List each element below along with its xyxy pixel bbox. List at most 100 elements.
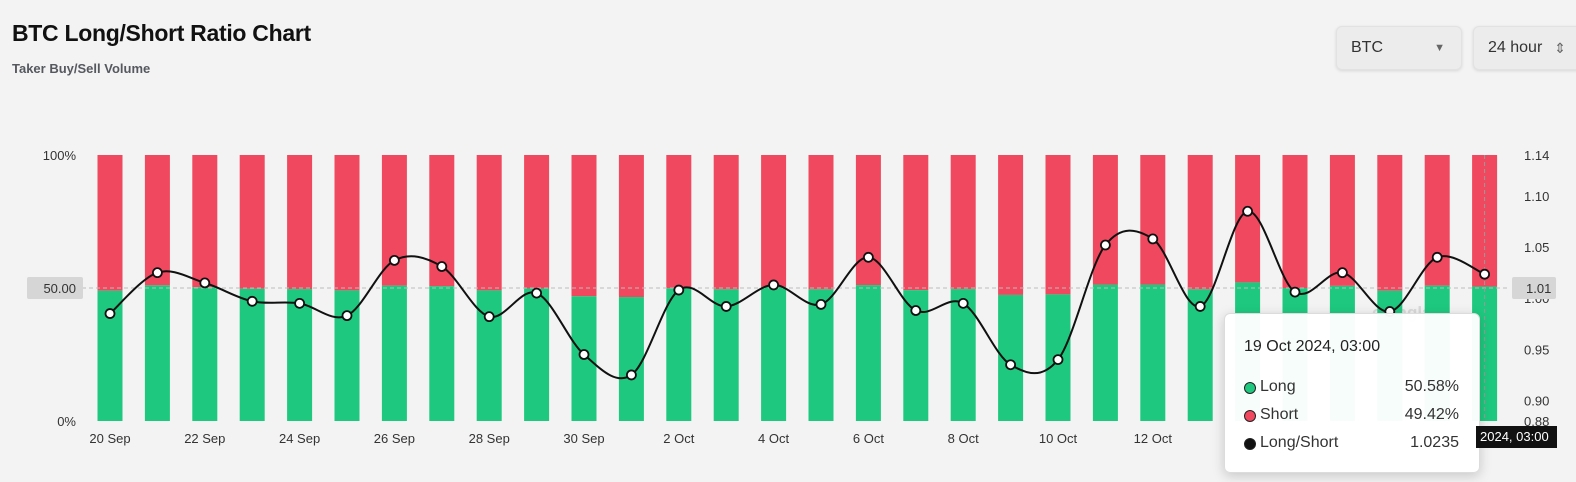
x-tick-label: 20 Sep xyxy=(89,431,130,446)
chart-tooltip: 19 Oct 2024, 03:00 Long 50.58% Short 49.… xyxy=(1224,313,1480,473)
long-bar xyxy=(808,289,834,421)
ratio-point xyxy=(578,349,590,360)
y-left-tick-label: 0% xyxy=(57,414,76,429)
up-down-chevron-icon: ⇕ xyxy=(1554,40,1566,56)
ratio-point xyxy=(1289,286,1301,298)
tooltip-ratio-value: 1.0235 xyxy=(1410,434,1459,451)
short-bar xyxy=(1329,155,1355,286)
ratio-point xyxy=(436,261,448,272)
ratio-point xyxy=(388,254,400,266)
long-bar xyxy=(618,297,644,421)
short-bar xyxy=(1187,155,1213,290)
ratio-point xyxy=(151,267,163,279)
ratio-point xyxy=(104,308,116,319)
short-bar xyxy=(571,155,597,297)
short-bar xyxy=(1092,155,1118,285)
tooltip-row-long: Long 50.58% xyxy=(1244,378,1459,400)
tooltip-date: 19 Oct 2024, 03:00 xyxy=(1244,338,1381,355)
short-bar xyxy=(144,155,170,286)
interval-select-value: 24 hour xyxy=(1488,39,1543,56)
short-bar xyxy=(287,155,313,290)
x-tick-label: 2 Oct xyxy=(663,431,694,446)
y-right-tick-label: 0.90 xyxy=(1524,394,1549,409)
long-bar xyxy=(761,286,787,421)
y-left-tick-label: 50.00 xyxy=(43,281,76,296)
long-bar xyxy=(381,285,407,421)
right-crosshair-value: 1.01 xyxy=(1526,281,1551,296)
tooltip-short-value: 49.42% xyxy=(1404,406,1459,423)
long-bar xyxy=(524,288,550,421)
ratio-point xyxy=(957,297,969,309)
short-bar xyxy=(808,155,834,290)
ratio-point xyxy=(1100,239,1111,251)
y-right-tick-label: 0.95 xyxy=(1524,342,1549,357)
short-bar xyxy=(524,155,550,289)
x-tick-label: 28 Sep xyxy=(469,431,510,446)
page-subtitle: Taker Buy/Sell Volume xyxy=(12,61,151,76)
ratio-point xyxy=(1242,205,1253,217)
long-bar xyxy=(144,285,170,421)
ratio-point xyxy=(768,279,779,291)
tooltip-row-short: Short 49.42% xyxy=(1244,406,1459,428)
ratio-point xyxy=(341,310,353,322)
x-tick-label: 26 Sep xyxy=(374,431,415,446)
short-bar xyxy=(1045,155,1071,295)
ratio-legend-dot-icon xyxy=(1244,438,1256,450)
caret-down-icon: ▼ xyxy=(1434,42,1445,54)
ratio-point xyxy=(246,295,258,307)
short-bar xyxy=(381,155,407,286)
short-bar xyxy=(618,155,644,298)
short-bar xyxy=(239,155,265,289)
short-bar xyxy=(713,155,739,290)
tooltip-short-label: Short xyxy=(1260,406,1299,423)
long-bar xyxy=(239,288,265,421)
ratio-point xyxy=(626,369,637,381)
x-tick-label: 22 Sep xyxy=(184,431,225,446)
short-bar xyxy=(855,155,881,286)
left-crosshair-badge xyxy=(27,277,83,299)
ratio-point xyxy=(1005,359,1016,371)
long-bar xyxy=(287,289,313,421)
tooltip-ratio-label: Long/Short xyxy=(1260,434,1339,451)
ratio-point xyxy=(720,301,732,312)
short-legend-dot-icon xyxy=(1244,410,1256,422)
long-bar xyxy=(192,287,218,421)
y-right-tick-label: 0.88 xyxy=(1524,414,1549,429)
ratio-point xyxy=(483,311,495,323)
long-bar xyxy=(855,285,881,421)
short-bar xyxy=(903,155,929,291)
coin-select[interactable]: BTC ▼ xyxy=(1336,26,1462,70)
short-bar xyxy=(1282,155,1308,288)
tooltip-long-label: Long xyxy=(1260,378,1296,395)
y-right-tick-label: 1.10 xyxy=(1524,189,1549,204)
long-bar xyxy=(429,286,455,421)
ratio-point xyxy=(815,298,827,310)
x-tick-label: 30 Sep xyxy=(563,431,604,446)
short-bar xyxy=(1424,155,1450,286)
long-legend-dot-icon xyxy=(1244,382,1256,394)
short-bar xyxy=(1377,155,1403,291)
long-bar xyxy=(666,288,692,421)
x-tick-label: 8 Oct xyxy=(948,431,979,446)
ratio-point xyxy=(1337,267,1348,279)
crosshair-time-label: 2024, 03:00 xyxy=(1476,426,1557,448)
short-bar xyxy=(998,155,1024,295)
x-tick-label: 6 Oct xyxy=(853,431,884,446)
x-tick-label: 4 Oct xyxy=(758,431,789,446)
short-bar xyxy=(950,155,976,290)
y-right-tick-label: 1.05 xyxy=(1524,240,1549,255)
long-bar xyxy=(1140,284,1166,421)
y-right-tick-label: 1.14 xyxy=(1524,148,1549,163)
ratio-point xyxy=(294,297,306,309)
tooltip-long-value: 50.58% xyxy=(1404,378,1459,395)
short-bar xyxy=(334,155,360,291)
page-title: BTC Long/Short Ratio Chart xyxy=(12,20,311,46)
right-crosshair-badge xyxy=(1512,277,1556,299)
x-tick-label: 12 Oct xyxy=(1134,431,1173,446)
x-tick-label: 24 Sep xyxy=(279,431,320,446)
long-bar xyxy=(1092,284,1118,421)
interval-select[interactable]: 24 hour ⇕ xyxy=(1473,26,1576,70)
short-bar xyxy=(192,155,218,288)
ratio-point xyxy=(199,277,211,289)
